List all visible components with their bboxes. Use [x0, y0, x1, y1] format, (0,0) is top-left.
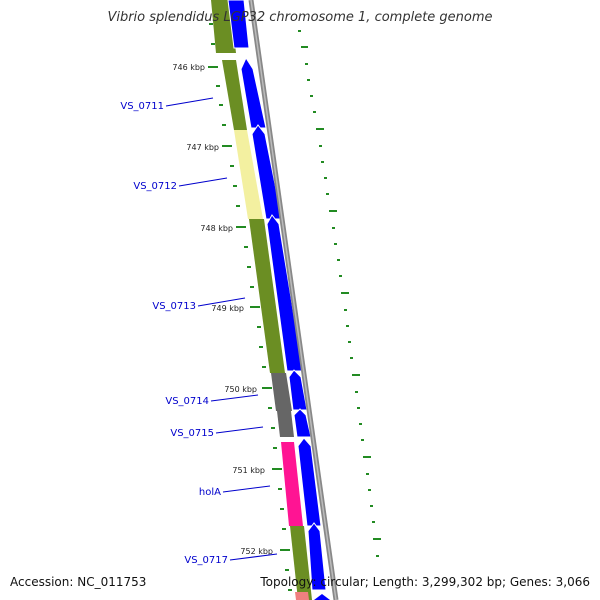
gene-label[interactable]: VS_0712 [133, 181, 177, 192]
scale-label: 747 kbp [186, 143, 219, 152]
scale-label: 752 kbp [240, 547, 273, 556]
cds-block-green [249, 219, 285, 373]
gene-label[interactable]: VS_0715 [170, 428, 214, 439]
outer-ticks [298, 30, 381, 557]
cds-block-green [290, 526, 312, 600]
gene-label[interactable]: VS_0717 [184, 555, 228, 566]
topology-label: Topology: circular; Length: 3,299,302 bp… [260, 575, 590, 589]
gene-labels: VS_0711 VS_0712 VS_0713 VS_0714 VS_0715 … [120, 97, 278, 566]
gene-arrow [314, 594, 330, 600]
gene-arrow [307, 522, 327, 591]
leader-line [229, 553, 278, 561]
cds-track [211, 0, 312, 600]
leader-line [215, 426, 264, 434]
cds-block-salmon [295, 592, 309, 600]
cds-block-gray [277, 411, 294, 437]
gene-label[interactable]: VS_0714 [165, 396, 209, 407]
inner-ticks [208, 23, 292, 591]
cds-block-green [222, 60, 247, 130]
gene-arrow [293, 408, 312, 438]
gene-label[interactable]: holA [199, 487, 221, 498]
scale-label: 746 kbp [172, 63, 205, 72]
leader-line [197, 297, 246, 307]
map-title: Vibrio splendidus LGP32 chromosome 1, co… [107, 10, 493, 25]
gene-label[interactable]: VS_0713 [152, 301, 196, 312]
leader-line [165, 97, 214, 107]
gene-label[interactable]: VS_0711 [120, 101, 164, 112]
forward-gene-track [227, 0, 330, 600]
leader-line [178, 177, 228, 187]
leader-line [210, 394, 259, 402]
cds-block-yellow [234, 130, 263, 219]
accession-label: Accession: NC_011753 [10, 575, 147, 589]
cds-block-gray [271, 373, 292, 411]
scale-label: 748 kbp [200, 224, 233, 233]
backbone-line-inner [250, 0, 337, 600]
scale-labels: 746 kbp 747 kbp 748 kbp 749 kbp 750 kbp … [172, 63, 273, 556]
gene-arrow [288, 369, 308, 411]
gene-arrow [297, 437, 322, 527]
scale-label: 749 kbp [211, 304, 244, 313]
gene-arrow [240, 56, 267, 129]
scale-label: 751 kbp [232, 466, 265, 475]
scale-label: 750 kbp [224, 385, 257, 394]
gene-arrow [227, 0, 250, 49]
cds-block-pink [281, 442, 303, 526]
leader-line [222, 485, 271, 493]
